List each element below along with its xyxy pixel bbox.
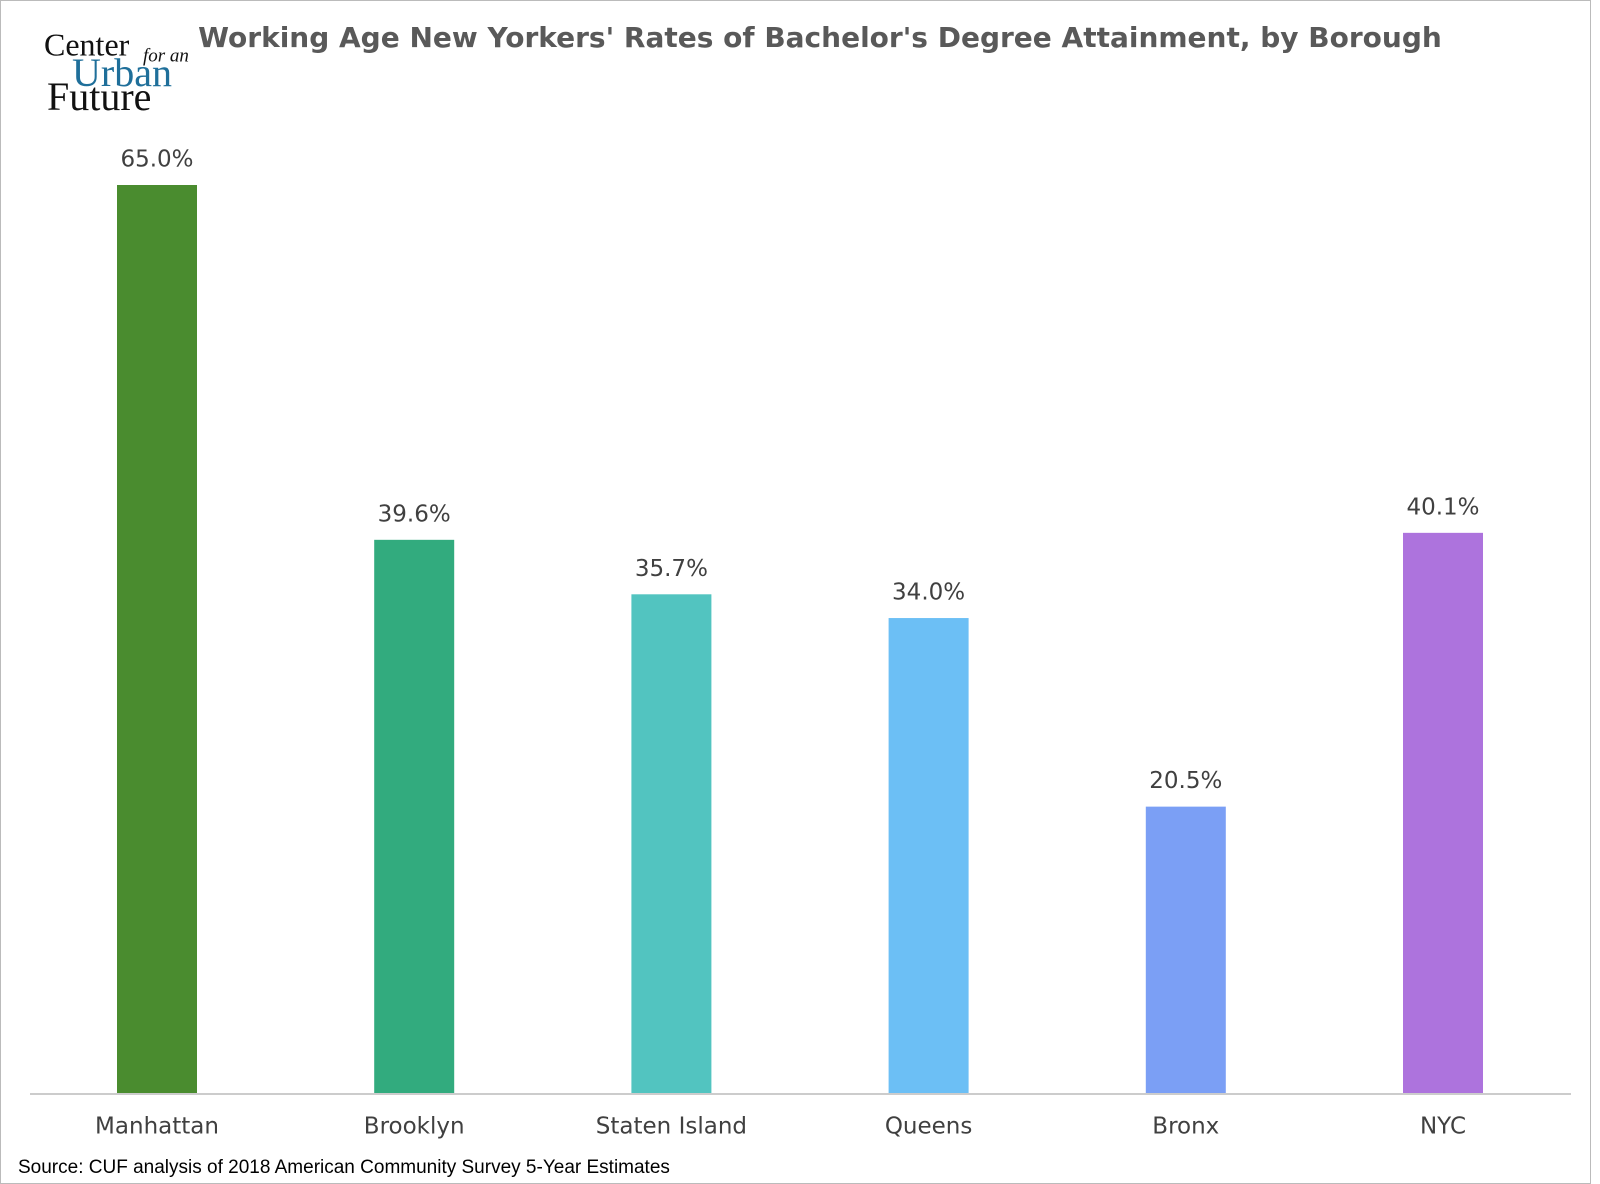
x-tick-label: Brooklyn — [364, 1114, 465, 1140]
logo-text: Center — [44, 26, 130, 62]
data-label: 35.7% — [635, 556, 708, 582]
data-label: 34.0% — [892, 580, 965, 606]
chart-title: Working Age New Yorkers' Rates of Bachel… — [198, 21, 1442, 54]
data-label: 20.5% — [1149, 768, 1222, 794]
source: Source: CUF analysis of 2018 American Co… — [18, 1157, 670, 1178]
logo-text: for an — [143, 45, 189, 66]
logo-text: Urban — [72, 50, 172, 95]
x-tick-label: NYC — [1420, 1114, 1466, 1140]
data-label: 40.1% — [1406, 494, 1479, 520]
bar — [117, 185, 197, 1093]
bar — [374, 539, 455, 1093]
data-label: 39.6% — [378, 501, 451, 527]
x-tick-label: Manhattan — [95, 1114, 219, 1140]
bar — [1403, 532, 1483, 1093]
data-label: 65.0% — [120, 147, 193, 173]
x-tick-label: Queens — [885, 1114, 973, 1140]
logo-text: Future — [47, 74, 151, 119]
bar — [888, 618, 969, 1093]
x-tick-label: Bronx — [1152, 1114, 1219, 1140]
bar — [1145, 806, 1226, 1093]
bar — [631, 594, 712, 1093]
x-tick-label: Staten Island — [596, 1114, 747, 1140]
